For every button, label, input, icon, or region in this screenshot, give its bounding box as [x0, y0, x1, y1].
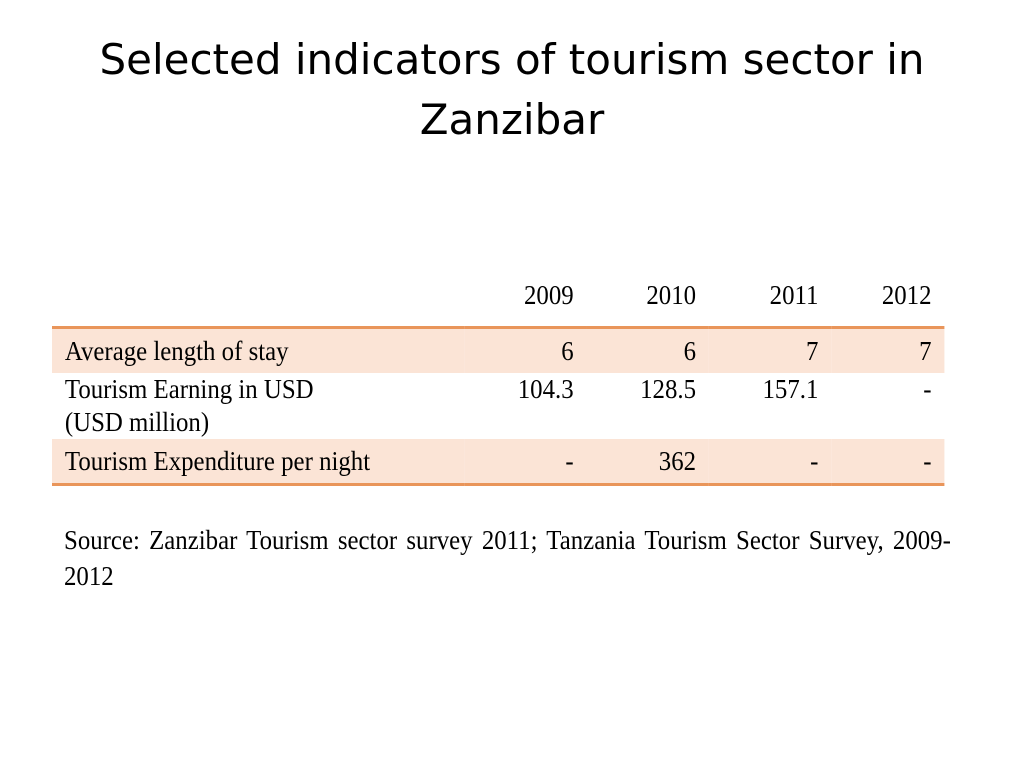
source-note: Source: Zanzibar Tourism sector survey 2…	[64, 525, 951, 591]
cell-value: -	[708, 439, 832, 486]
cell-value: 6	[464, 327, 587, 373]
header-year-2011: 2011	[708, 280, 832, 329]
row-label: Tourism Expenditure per night	[52, 439, 465, 486]
cell-value: -	[831, 439, 945, 486]
cell-value: 362	[586, 439, 709, 486]
cell-value: 157.1	[762, 374, 819, 404]
table-row: Average length of stay 6 6 7 7	[52, 327, 945, 373]
row-label-line1: Tourism Earning in USD	[64, 374, 314, 404]
row-label-line2: (USD million)	[64, 407, 210, 437]
row-label: Average length of stay	[52, 327, 465, 373]
cell-value: -	[923, 374, 932, 404]
cell-value: 104.3	[517, 374, 574, 404]
header-year-2009: 2009	[464, 280, 587, 329]
cell-value: 6	[586, 327, 709, 373]
cell-value: 7	[831, 327, 945, 373]
indicators-table: 2009 2010 2011 2012 Average length of st…	[52, 280, 945, 486]
cell-value: -	[464, 439, 587, 486]
table-row: Tourism Earning in USD (USD million) 104…	[52, 373, 944, 439]
header-year-2012: 2012	[831, 280, 945, 329]
cell-value: 128.5	[640, 374, 697, 404]
table-header-row: 2009 2010 2011 2012	[52, 280, 945, 329]
header-empty-cell	[52, 280, 465, 329]
row-label: Tourism Earning in USD (USD million)	[52, 373, 464, 439]
table-row: Tourism Expenditure per night - 362 - -	[52, 439, 945, 486]
header-year-2010: 2010	[586, 280, 709, 329]
slide-title: Selected indicators of tourism sector in…	[99, 35, 925, 144]
cell-value: 7	[708, 327, 832, 373]
